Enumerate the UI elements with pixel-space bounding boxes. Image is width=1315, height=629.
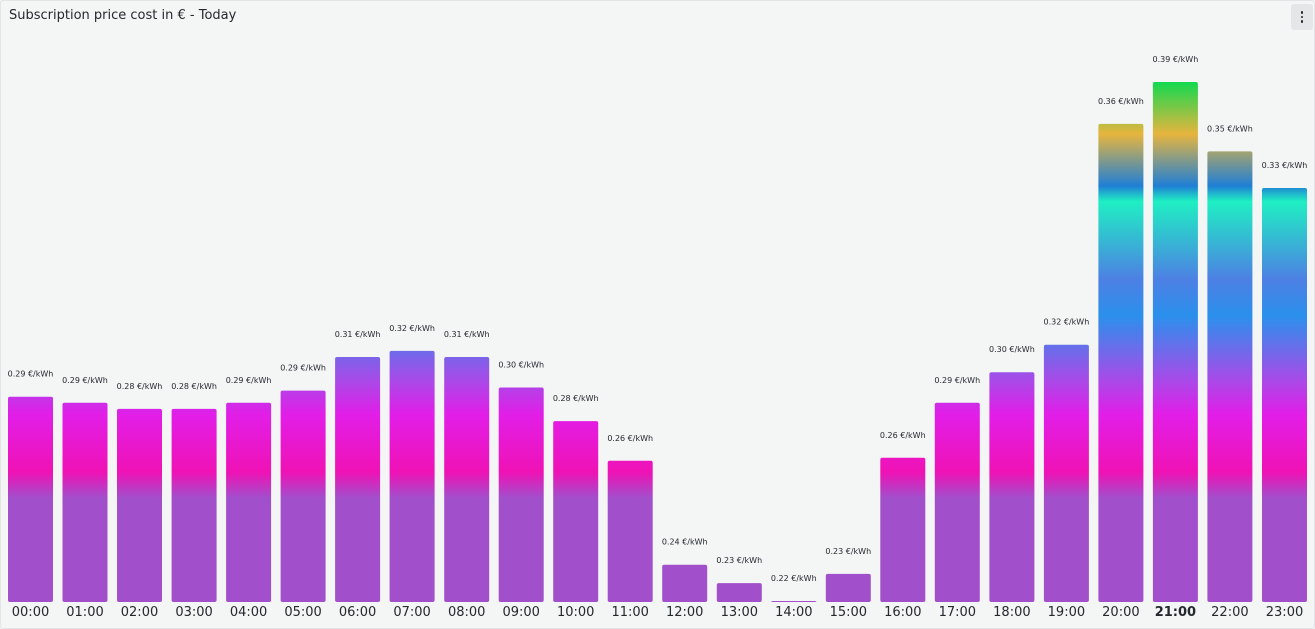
bar-0800[interactable]	[444, 357, 490, 602]
x-tick-label: 14:00	[775, 605, 812, 620]
data-label: 0.23 €/kWh	[716, 556, 762, 565]
panel-title: Subscription price cost in € - Today	[9, 8, 237, 23]
data-label: 0.39 €/kWh	[1153, 55, 1199, 64]
bar-1500[interactable]	[825, 573, 871, 602]
data-label: 0.24 €/kWh	[662, 538, 708, 547]
data-label: 0.26 €/kWh	[607, 434, 653, 443]
bar-0100[interactable]	[62, 402, 108, 602]
x-tick-label: 13:00	[721, 605, 758, 620]
bar-0500[interactable]	[280, 390, 326, 602]
bar-2000[interactable]	[1098, 123, 1144, 603]
data-label: 0.35 €/kWh	[1207, 124, 1253, 133]
data-label: 0.23 €/kWh	[825, 547, 871, 556]
data-label: 0.29 €/kWh	[62, 376, 108, 385]
data-label: 0.31 €/kWh	[335, 330, 381, 339]
x-tick-label: 15:00	[830, 605, 867, 620]
bar-1900[interactable]	[1043, 344, 1089, 602]
x-tick-label: 12:00	[666, 605, 703, 620]
x-tick-label: 09:00	[502, 605, 539, 620]
data-label: 0.28 €/kWh	[171, 382, 217, 391]
data-label: 0.22 €/kWh	[771, 574, 817, 583]
x-tick-label: 08:00	[448, 605, 485, 620]
kebab-menu-icon[interactable]	[1291, 4, 1313, 30]
bar-0300[interactable]	[171, 408, 217, 602]
data-label: 0.30 €/kWh	[498, 361, 544, 370]
x-tick-label: 10:00	[557, 605, 594, 620]
x-tick-label: 11:00	[611, 605, 648, 620]
x-tick-label: 22:00	[1211, 605, 1248, 620]
x-tick-label: 05:00	[284, 605, 321, 620]
x-tick-label: 03:00	[175, 605, 212, 620]
bar-1100[interactable]	[607, 460, 653, 602]
bar-2300[interactable]	[1262, 188, 1307, 602]
bar-0400[interactable]	[226, 402, 272, 602]
data-label: 0.31 €/kWh	[444, 330, 490, 339]
data-label: 0.33 €/kWh	[1262, 161, 1308, 170]
bar-1600[interactable]	[880, 457, 926, 602]
data-label: 0.29 €/kWh	[934, 376, 980, 385]
x-tick-label: 16:00	[884, 605, 921, 620]
x-tick-label: 02:00	[121, 605, 158, 620]
bar-2200[interactable]	[1207, 151, 1253, 602]
bar-1300[interactable]	[716, 583, 762, 602]
bar-0200[interactable]	[117, 408, 162, 602]
data-label: 0.29 €/kWh	[226, 376, 272, 385]
x-tick-label: 17:00	[939, 605, 976, 620]
bar-0900[interactable]	[498, 387, 544, 603]
bar-2100[interactable]	[1152, 82, 1198, 602]
x-tick-label: 20:00	[1102, 605, 1139, 620]
x-tick-label: 19:00	[1048, 605, 1085, 620]
bar-0000[interactable]	[8, 396, 53, 602]
bar-0700[interactable]	[389, 350, 435, 602]
data-label: 0.28 €/kWh	[553, 394, 599, 403]
bar-1700[interactable]	[934, 402, 980, 602]
x-tick-label: 00:00	[12, 605, 49, 620]
data-label: 0.30 €/kWh	[989, 345, 1035, 354]
bar-0600[interactable]	[335, 357, 381, 602]
data-label: 0.26 €/kWh	[880, 431, 926, 440]
bar-1200[interactable]	[662, 564, 708, 602]
data-label: 0.29 €/kWh	[8, 370, 54, 379]
data-label: 0.28 €/kWh	[117, 382, 163, 391]
bar-1400[interactable]	[771, 601, 817, 602]
x-tick-label: 04:00	[230, 605, 267, 620]
data-label: 0.29 €/kWh	[280, 364, 326, 373]
x-tick-label: 18:00	[993, 605, 1030, 620]
data-label: 0.36 €/kWh	[1098, 97, 1144, 106]
data-label: 0.32 €/kWh	[1044, 318, 1090, 327]
bar-1000[interactable]	[553, 421, 599, 602]
x-tick-label: 06:00	[339, 605, 376, 620]
x-tick-label: 23:00	[1266, 605, 1303, 620]
x-tick-label: 07:00	[393, 605, 430, 620]
x-tick-label: 01:00	[66, 605, 103, 620]
bar-1800[interactable]	[989, 372, 1035, 602]
x-tick-label: 21:00	[1155, 605, 1196, 620]
data-label: 0.32 €/kWh	[389, 324, 435, 333]
